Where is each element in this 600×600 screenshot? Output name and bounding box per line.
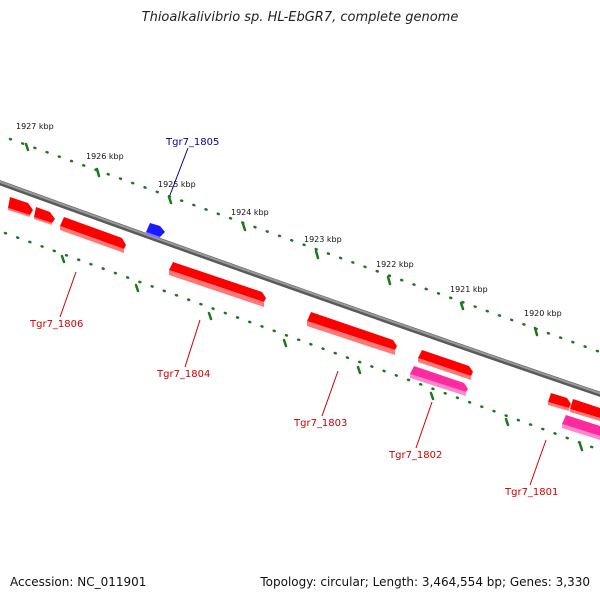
scale-label: 1924 kbp — [231, 208, 269, 217]
gene-label-tgr7-1802[interactable]: Tgr7_1802 — [388, 450, 442, 461]
gene-arrow-tgr7-1801[interactable] — [562, 415, 600, 440]
major-tick — [241, 222, 247, 232]
gene-arrow[interactable] — [418, 350, 473, 380]
genes — [8, 197, 600, 440]
major-tick — [386, 275, 392, 286]
scale-label: 1925 kbp — [158, 180, 196, 189]
gene-arrow-tgr7-1804[interactable] — [169, 262, 266, 307]
gene-arrow-tgr7-1805[interactable] — [146, 223, 165, 239]
inner-scale-ring — [3, 231, 600, 452]
gene-arrow-tgr7-1802[interactable] — [410, 366, 468, 396]
major-tick — [95, 167, 101, 178]
gene-labels: Tgr7_1805 Tgr7_1806 Tgr7_1804 Tgr7_1803 … — [29, 137, 558, 498]
gene-label-tgr7-1804[interactable]: Tgr7_1804 — [156, 369, 210, 380]
genome-backbone — [0, 180, 600, 397]
topology-text: Topology: circular; Length: 3,464,554 bp… — [260, 575, 590, 589]
gene-arrow[interactable] — [570, 399, 600, 421]
major-tick — [459, 301, 465, 311]
major-tick — [167, 195, 173, 205]
gene-label-tgr7-1801[interactable]: Tgr7_1801 — [504, 487, 558, 498]
gene-arrow-tgr7-1803[interactable] — [307, 312, 397, 355]
scale-label: 1921 kbp — [450, 285, 488, 294]
major-tick — [314, 249, 320, 260]
gene-arrow-tgr7-1806[interactable] — [60, 217, 126, 253]
gene-label-tgr7-1805[interactable]: Tgr7_1805 — [165, 137, 219, 148]
gene-label-tgr7-1803[interactable]: Tgr7_1803 — [293, 418, 347, 429]
gene-label-tgr7-1806[interactable]: Tgr7_1806 — [29, 319, 83, 330]
major-tick — [24, 142, 30, 152]
gene-arrow[interactable] — [8, 197, 33, 217]
scale-label: 1922 kbp — [376, 260, 414, 269]
scale-label: 1920 kbp — [524, 309, 562, 318]
gene-arrow[interactable] — [34, 207, 55, 225]
outer-scale-ring — [8, 137, 600, 354]
label-leaders — [59, 147, 547, 486]
map-title: Thioalkalivibrio sp. HL-EbGR7, complete … — [141, 10, 459, 25]
scale-labels: 1927 kbp 1926 kbp 1925 kbp 1924 kbp 1923… — [16, 122, 562, 318]
scale-label: 1926 kbp — [86, 152, 124, 161]
scale-label: 1927 kbp — [16, 122, 54, 131]
major-tick — [533, 326, 539, 337]
accession-text: Accession: NC_011901 — [10, 575, 147, 589]
gene-arrow[interactable] — [548, 393, 571, 411]
scale-label: 1923 kbp — [304, 235, 342, 244]
